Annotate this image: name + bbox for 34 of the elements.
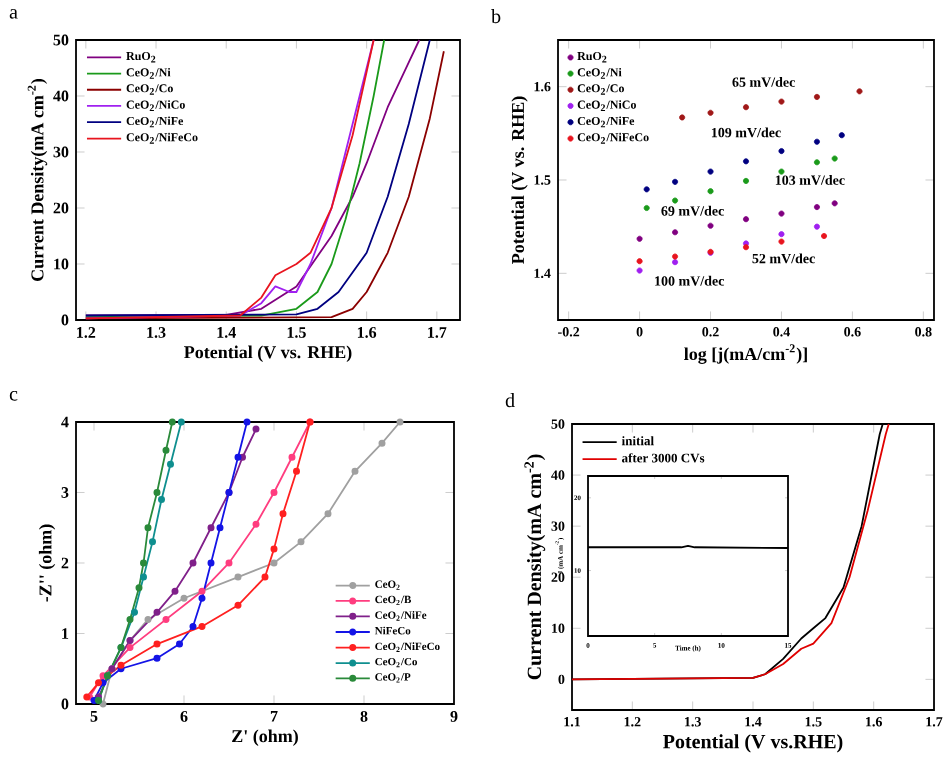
y-axis-title: Current Density(mA cm$^{-2}$)	[27, 78, 48, 281]
y-tick-label: 0	[61, 314, 69, 326]
x-axis-title: Z' (ohm)	[232, 729, 298, 746]
x-tick-label: 6	[180, 711, 188, 722]
x-tick-label: 1.3	[147, 327, 166, 338]
y-tick-label: 20	[53, 202, 69, 214]
y-axis-title: -Z'' (ohm)	[38, 524, 56, 602]
y-tick-label: 30	[53, 146, 69, 158]
text: a	[9, 9, 18, 19]
text: c	[9, 391, 18, 401]
x-tick-label: 1.5	[287, 327, 306, 338]
y-axis-title: Potential (V vs. RHE)	[511, 96, 528, 264]
y-tick-label: 50	[53, 34, 69, 46]
text: d	[505, 393, 515, 408]
x-axis-title: log [j(mA/cm$^{-2}$)]	[684, 344, 807, 364]
y-tick-label: 40	[53, 90, 69, 102]
x-tick-label: 8	[360, 711, 368, 722]
x-axis-title: Potential (V vs. RHE)	[184, 345, 352, 362]
x-axis-title: Potential (V vs.RHE)	[663, 734, 843, 753]
y-tick-label: 1	[62, 628, 69, 639]
x-tick-label: 9	[450, 711, 458, 722]
y-tick-label: 3	[61, 487, 69, 498]
x-tick-label: 5	[90, 711, 98, 722]
x-tick-label: 1.6	[357, 327, 377, 338]
y-tick-label: 10	[54, 258, 69, 270]
y-tick-label: 4	[61, 416, 69, 428]
y-tick-label: 2	[61, 557, 69, 569]
x-tick-label: 1.4	[217, 327, 236, 338]
y-axis-title: Current Density(mA cm$^{-2}$)	[524, 454, 546, 680]
x-tick-label: 1.7	[428, 327, 447, 338]
x-tick-label: 7	[270, 711, 278, 722]
text: b	[491, 9, 501, 24]
y-tick-label: 0	[61, 698, 69, 710]
x-tick-label: 1.2	[77, 327, 96, 338]
